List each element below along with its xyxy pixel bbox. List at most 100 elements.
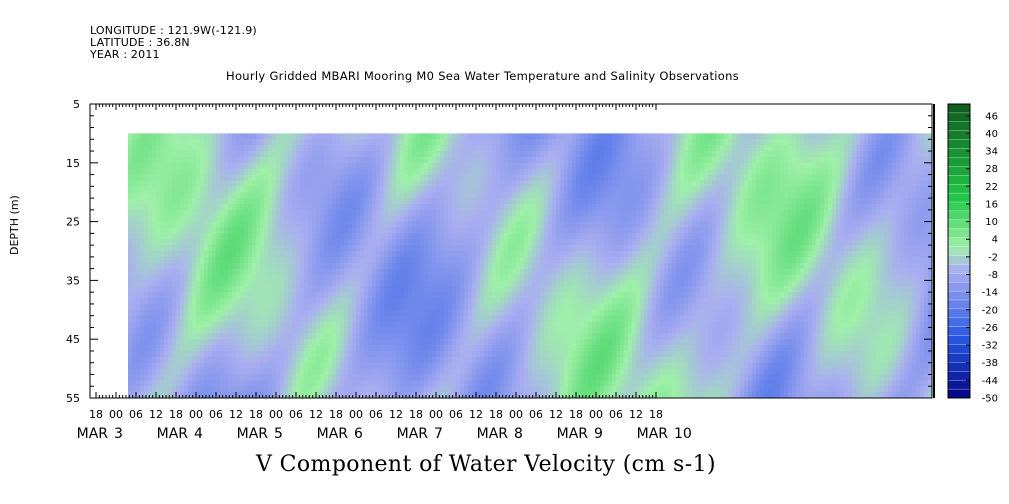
heatmap-cell (384, 309, 389, 317)
heatmap-cell (480, 239, 485, 246)
heatmap-cell (348, 386, 353, 393)
heatmap-cell (168, 215, 173, 222)
heatmap-cell (280, 321, 285, 328)
heatmap-cell (196, 203, 201, 211)
heatmap-cell (244, 368, 249, 375)
heatmap-cell (444, 315, 449, 322)
heatmap-cell (424, 362, 429, 369)
heatmap-cell (224, 239, 229, 246)
heatmap-cell (416, 315, 421, 322)
heatmap-cell (352, 186, 357, 193)
heatmap-cell (176, 203, 181, 211)
heatmap-cell (216, 298, 221, 305)
heatmap-cell (460, 227, 465, 234)
heatmap-cell (504, 327, 509, 334)
heatmap-cell (248, 139, 253, 146)
heatmap-cell (496, 350, 501, 358)
heatmap-cell (268, 180, 273, 187)
heatmap-cell (360, 156, 365, 164)
heatmap-cell (156, 262, 161, 270)
heatmap-cell (368, 133, 373, 140)
heatmap-cell (344, 298, 349, 305)
heatmap-cell (364, 327, 369, 334)
heatmap-cell (568, 303, 573, 311)
heatmap-cell (152, 333, 157, 340)
heatmap-cell (376, 303, 381, 311)
heatmap-cell (136, 215, 141, 222)
heatmap-cell (552, 221, 557, 228)
heatmap-cell (376, 368, 381, 375)
heatmap-cell (208, 151, 213, 158)
heatmap-cell (532, 133, 537, 140)
heatmap-cell (260, 215, 265, 222)
heatmap-cell (140, 180, 145, 187)
heatmap-cell (492, 374, 497, 381)
heatmap-cell (532, 303, 537, 311)
heatmap-cell (372, 203, 377, 211)
heatmap-cell (212, 256, 217, 264)
heatmap-cell (500, 298, 505, 305)
heatmap-cell (540, 251, 545, 258)
heatmap-cell (404, 145, 409, 152)
heatmap-cell (516, 333, 521, 340)
heatmap-cell (272, 186, 277, 193)
heatmap-cell (488, 309, 493, 317)
heatmap-cell (520, 139, 525, 146)
heatmap-cell (432, 145, 437, 152)
heatmap-cell (240, 350, 245, 358)
heatmap-cell (184, 174, 189, 181)
heatmap-cell (484, 268, 489, 275)
heatmap-cell (196, 186, 201, 193)
heatmap-cell (304, 239, 309, 246)
heatmap-cell (280, 303, 285, 311)
heatmap-cell (152, 386, 157, 393)
heatmap-cell (536, 174, 541, 181)
heatmap-cell (352, 251, 357, 258)
heatmap-cell (268, 298, 273, 305)
heatmap-cell (428, 239, 433, 246)
heatmap-cell (564, 162, 569, 170)
heatmap-cell (520, 262, 525, 270)
heatmap-cell (460, 198, 465, 205)
heatmap-cell (232, 368, 237, 375)
heatmap-cell (392, 151, 397, 158)
heatmap-cell (272, 156, 277, 164)
heatmap-cell (564, 139, 569, 146)
heatmap-cell (172, 168, 177, 175)
heatmap-cell (288, 309, 293, 317)
heatmap-cell (204, 156, 209, 164)
heatmap-cell (484, 292, 489, 299)
heatmap-cell (256, 245, 261, 252)
heatmap-cell (532, 374, 537, 381)
heatmap-cell (540, 227, 545, 234)
heatmap-cell (300, 345, 305, 352)
heatmap-cell (340, 203, 345, 211)
heatmap-cell (500, 345, 505, 352)
heatmap-cell (192, 227, 197, 234)
heatmap-cell (296, 227, 301, 234)
heatmap-cell (504, 350, 509, 358)
heatmap-cell (252, 298, 257, 305)
heatmap-cell (160, 333, 165, 340)
heatmap-cell (540, 309, 545, 317)
heatmap-cell (380, 256, 385, 264)
heatmap-cell (436, 345, 441, 352)
heatmap-cell (380, 327, 385, 334)
heatmap-cell (528, 227, 533, 234)
heatmap-cell (544, 198, 549, 205)
heatmap-cell (168, 345, 173, 352)
heatmap-cell (280, 262, 285, 270)
heatmap-cell (416, 380, 421, 387)
heatmap-cell (280, 162, 285, 170)
heatmap-cell (184, 186, 189, 193)
heatmap-cell (416, 186, 421, 193)
heatmap-cell (248, 303, 253, 311)
heatmap-cell (560, 350, 565, 358)
heatmap-cell (520, 315, 525, 322)
heatmap-cell (288, 303, 293, 311)
heatmap-cell (224, 368, 229, 375)
heatmap-cell (408, 239, 413, 246)
heatmap-cell (304, 209, 309, 217)
heatmap-cell (280, 333, 285, 340)
heatmap-cell (328, 280, 333, 287)
